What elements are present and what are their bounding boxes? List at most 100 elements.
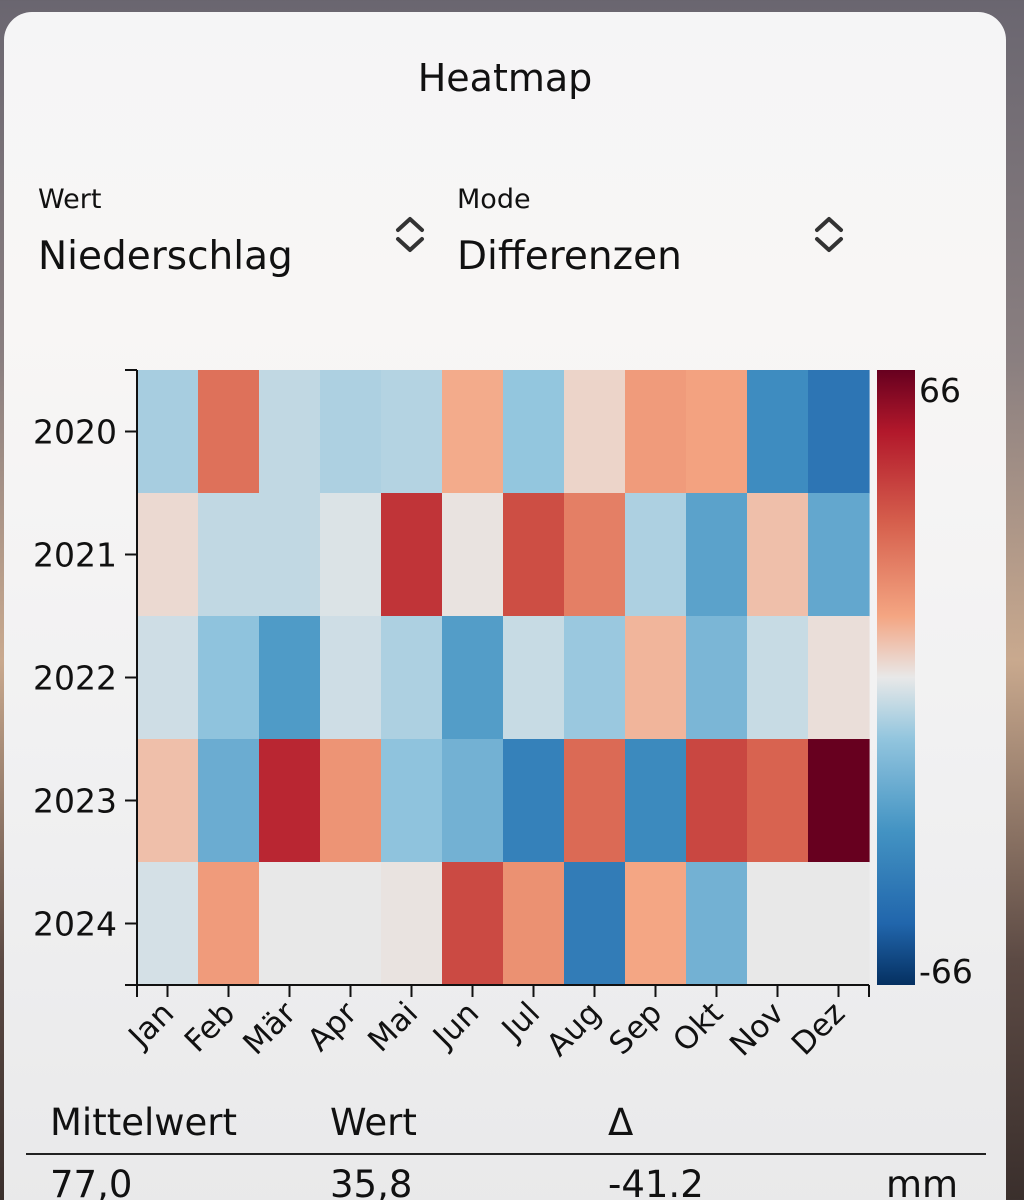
heatmap-cell [747, 493, 809, 617]
heatmap-cell [381, 493, 443, 617]
heatmap-cell [564, 493, 626, 617]
heatmap-cell [442, 862, 504, 986]
heatmap-cell [686, 370, 748, 494]
colorbar-min-label: -66 [919, 952, 973, 991]
heatmap-cell [564, 370, 626, 494]
mode-picker-label: Mode [457, 184, 531, 215]
stats-header-delta: Δ [608, 1101, 634, 1144]
heatmap-cell [503, 493, 565, 617]
page-title: Heatmap [417, 56, 593, 100]
heatmap-cell [198, 616, 260, 740]
x-tick-label: Jun [425, 995, 486, 1056]
heatmap-cell [137, 616, 199, 740]
x-tick-label: Nov [723, 995, 791, 1063]
heatmap-cell [625, 616, 687, 740]
heatmap-cell [381, 370, 443, 494]
chevron-up-down-icon [815, 217, 843, 252]
heatmap-cell [564, 739, 626, 863]
heatmap-cell [320, 370, 382, 494]
heatmap-cell [686, 862, 748, 986]
heatmap-cell [320, 739, 382, 863]
wert-picker-value: Niederschlag [38, 234, 293, 279]
heatmap-cell [503, 370, 565, 494]
heatmap-cell [625, 862, 687, 986]
heatmap-cell [198, 739, 260, 863]
wert-picker[interactable]: Wert Niederschlag [38, 184, 428, 294]
y-tick-label: 2024 [33, 905, 117, 944]
x-tick-label: Mär [236, 995, 303, 1062]
heatmap-cell [198, 862, 260, 986]
heatmap-cell [442, 370, 504, 494]
heatmap-cell [259, 862, 321, 986]
wert-picker-label: Wert [38, 184, 102, 215]
heatmap-cell [198, 493, 260, 617]
heatmap-cell [808, 616, 870, 740]
heatmap-cell [259, 493, 321, 617]
heatmap-cell [503, 616, 565, 740]
heatmap-cell [137, 739, 199, 863]
heatmap-cell [442, 616, 504, 740]
chevron-up-down-icon [396, 217, 424, 252]
heatmap-sheet: Heatmap Wert Niederschlag Mode Differenz… [4, 12, 1006, 1200]
heatmap-cell [137, 862, 199, 986]
stats-header-wert: Wert [330, 1101, 417, 1144]
heatmap-cell [442, 493, 504, 617]
heatmap-cell [686, 493, 748, 617]
stats-value-wert: 35,8 [330, 1163, 413, 1200]
mode-picker[interactable]: Mode Differenzen [457, 184, 847, 294]
heatmap-cell [259, 370, 321, 494]
heatmap-cell [381, 739, 443, 863]
heatmap-cell [564, 616, 626, 740]
x-tick-label: Jan [120, 995, 181, 1056]
heatmap-cell [747, 616, 809, 740]
stats-header-row: Mittelwert Wert Δ [26, 1097, 986, 1155]
heatmap-cell [747, 370, 809, 494]
heatmap-cell [320, 862, 382, 986]
heatmap-cell [808, 493, 870, 617]
colorbar [877, 370, 915, 985]
stats-value-mittelwert: 77,0 [50, 1163, 133, 1200]
y-tick-label: 2020 [33, 413, 117, 452]
stats-value-row: 77,0 35,8 -41.2 mm [26, 1155, 986, 1200]
heatmap-cell [503, 862, 565, 986]
heatmap-chart: 2020 2021 2022 2023 2024 Jan Feb Mär Apr Mai Jun Ju… [4, 342, 1006, 1102]
heatmap-cell [808, 739, 870, 863]
stats-table: Mittelwert Wert Δ 77,0 35,8 -41.2 mm [26, 1097, 986, 1200]
heatmap-cell [259, 739, 321, 863]
stats-header-mittelwert: Mittelwert [50, 1101, 238, 1144]
x-tick-label: Sep [602, 995, 669, 1062]
heatmap-cell [381, 616, 443, 740]
heatmap-cell [747, 739, 809, 863]
x-tick-label: Apr [301, 995, 365, 1059]
heatmap-cell [808, 862, 870, 986]
heatmap-cell [625, 493, 687, 617]
heatmap-cell [625, 370, 687, 494]
x-tick-label: Okt [666, 995, 730, 1059]
x-tick-label: Mai [361, 995, 425, 1059]
stats-unit: mm [886, 1163, 959, 1200]
x-tick-label: Dez [785, 995, 852, 1062]
heatmap-cell [686, 616, 748, 740]
mode-picker-value: Differenzen [457, 234, 682, 279]
x-tick-label: Feb [178, 995, 242, 1059]
heatmap-cell [198, 370, 260, 494]
heatmap-cell [381, 862, 443, 986]
heatmap-cell [625, 739, 687, 863]
heatmap-cell [747, 862, 809, 986]
x-tick-label: Aug [540, 995, 608, 1063]
stats-value-delta: -41.2 [608, 1163, 704, 1200]
heatmap-cell [503, 739, 565, 863]
heatmap-cell [137, 493, 199, 617]
heatmap-cell [320, 616, 382, 740]
y-tick-label: 2021 [33, 536, 117, 575]
heatmap-cell [259, 616, 321, 740]
colorbar-max-label: 66 [919, 371, 961, 410]
heatmap-cell [686, 739, 748, 863]
heatmap-cell [808, 370, 870, 494]
x-tick-label: Jul [494, 995, 547, 1048]
y-tick-label: 2022 [33, 659, 117, 698]
heatmap-cell [320, 493, 382, 617]
heatmap-cell [137, 370, 199, 494]
heatmap-cell [442, 739, 504, 863]
